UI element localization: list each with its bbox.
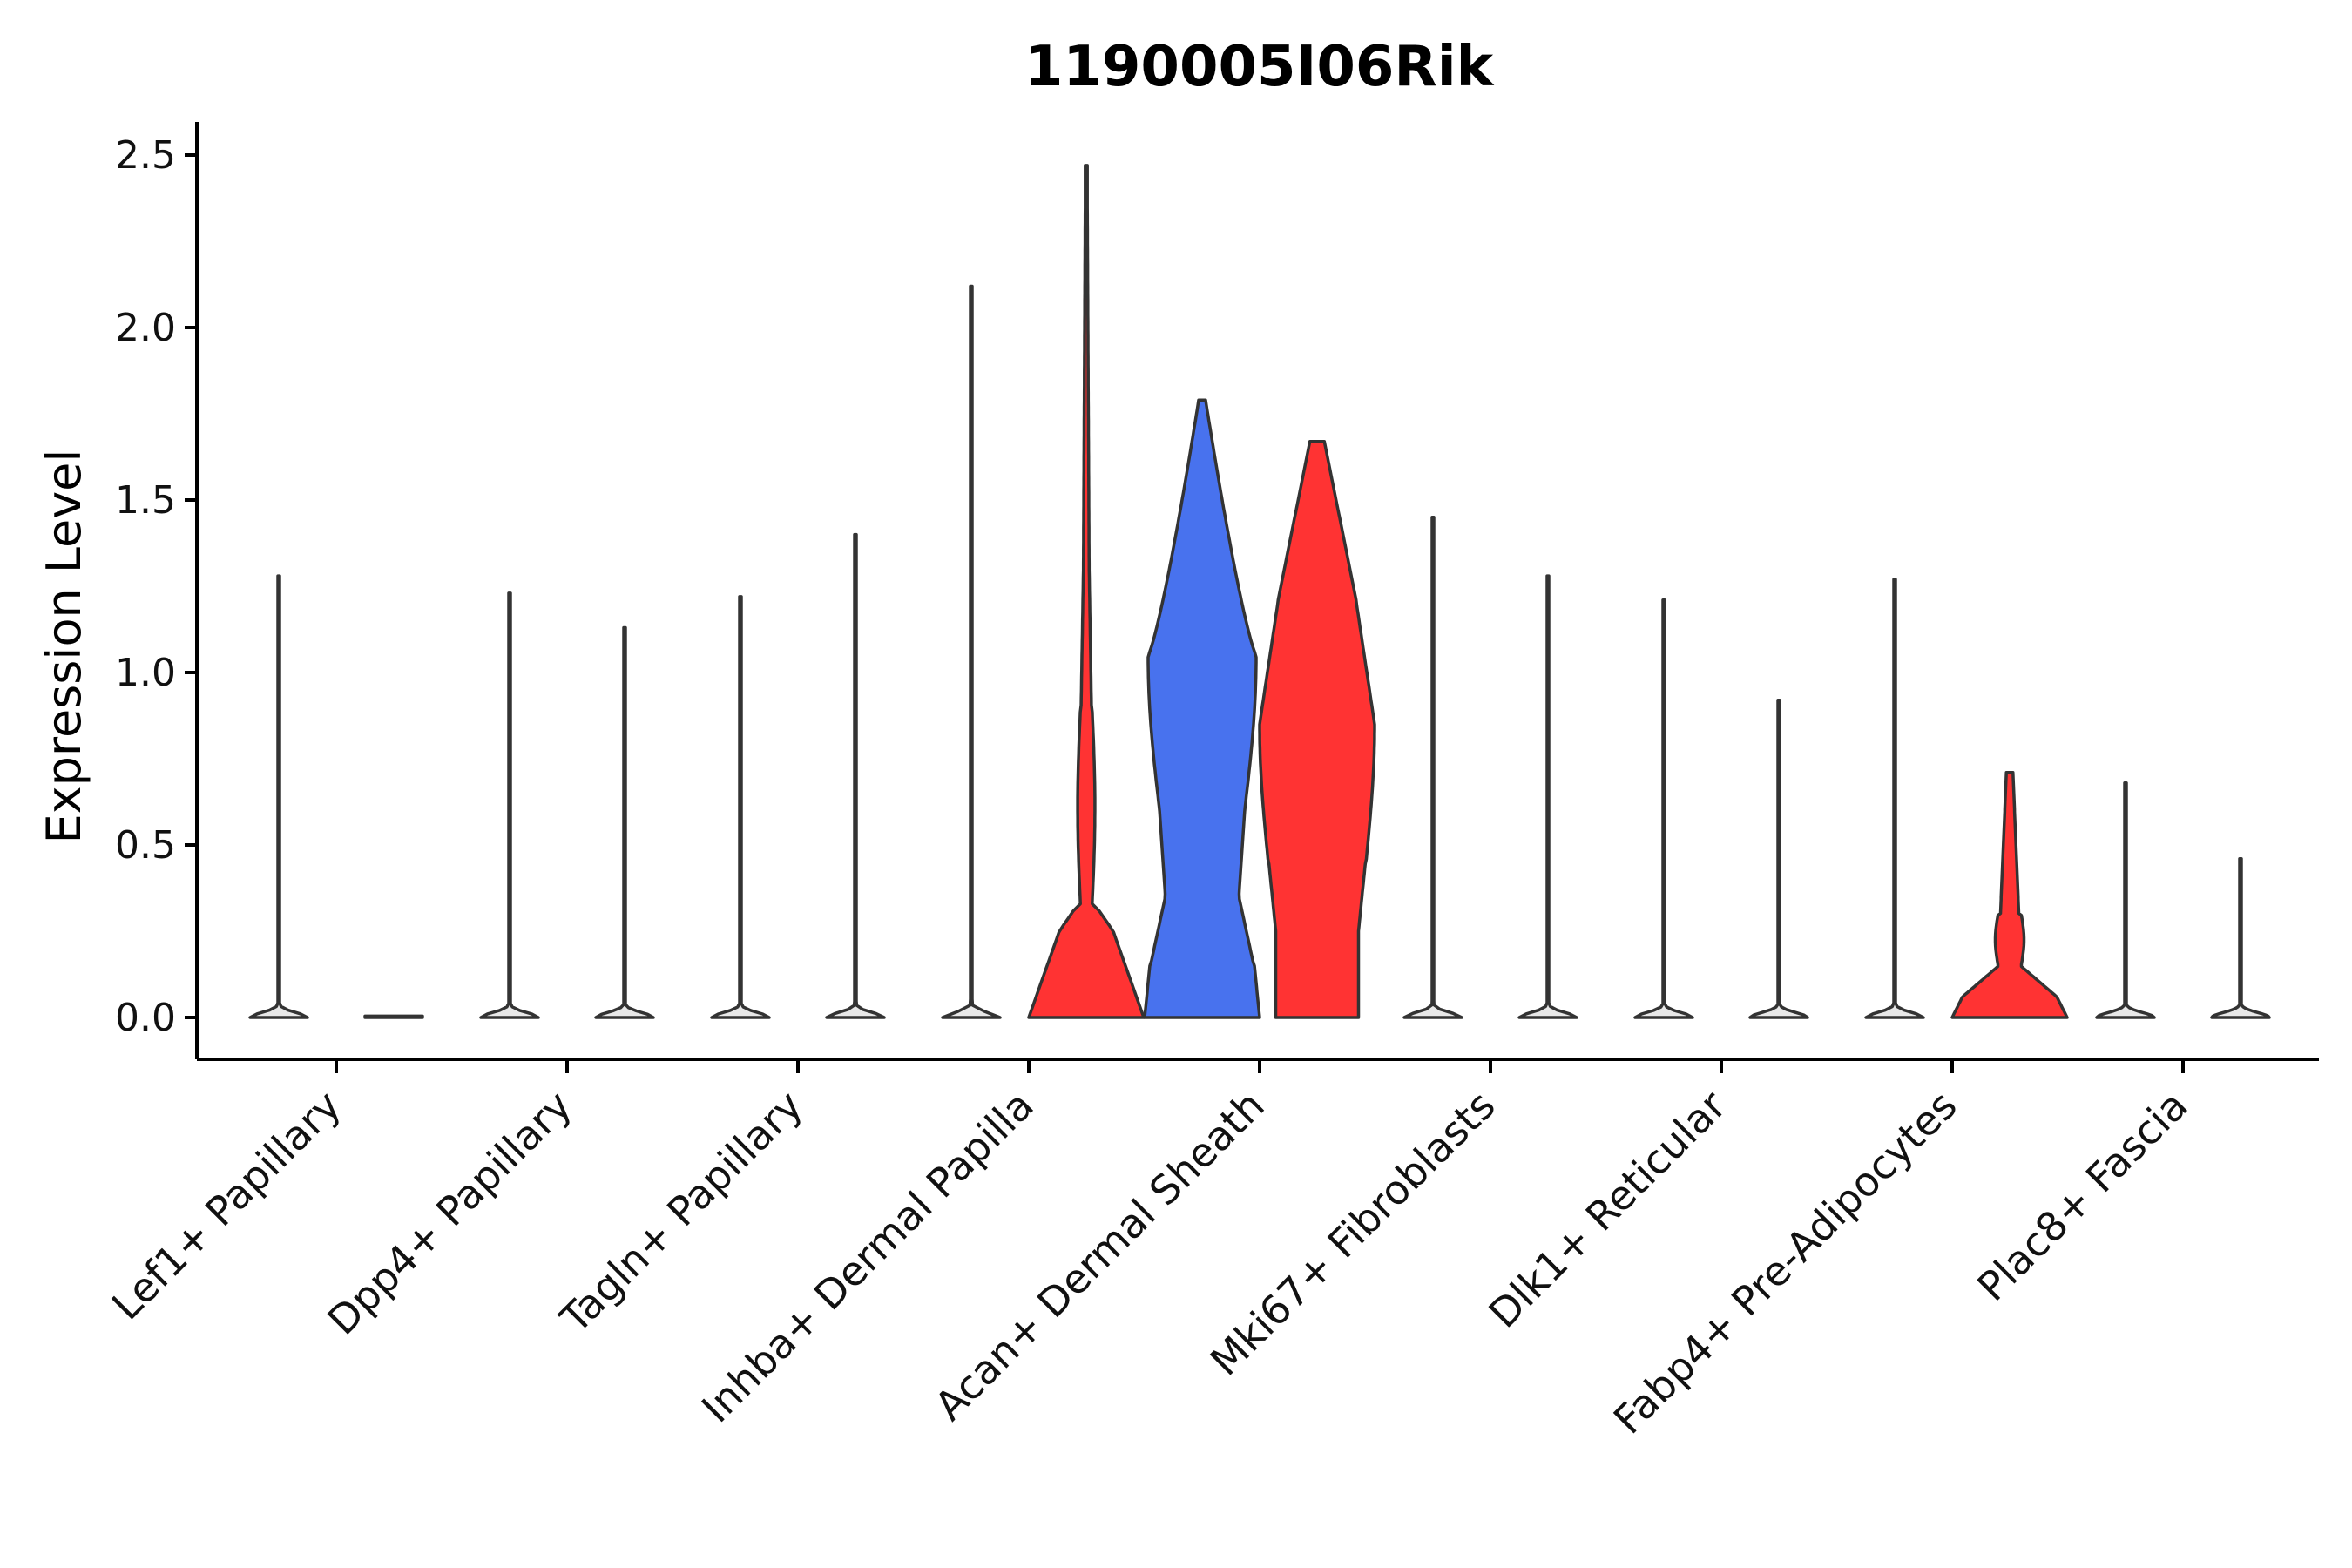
- violin-left: [1864, 578, 1925, 1019]
- violin-right: [1748, 698, 1809, 1019]
- violin-left: [479, 591, 540, 1019]
- x-category-label: Lef1+ Papillary: [103, 1082, 350, 1329]
- violin-left: [248, 574, 309, 1019]
- violin-left: [1402, 516, 1463, 1019]
- violin-right: [1950, 771, 2069, 1019]
- violins: [248, 164, 2271, 1019]
- violin-right: [363, 1014, 424, 1019]
- y-tick-label: 1.5: [115, 478, 176, 523]
- violin-right: [825, 532, 886, 1019]
- y-tick-label: 0.0: [115, 996, 176, 1040]
- violin-left: [941, 284, 1002, 1019]
- violin-right: [1027, 164, 1146, 1019]
- x-category-label: Dpp4+ Papillary: [319, 1082, 581, 1344]
- violin-right: [594, 625, 655, 1019]
- violin-right: [1258, 439, 1376, 1019]
- x-category-label: Tagln+ Papillary: [551, 1082, 812, 1343]
- chart-title: 1190005I06Rik: [1024, 35, 1495, 99]
- y-tick-label: 2.5: [115, 133, 176, 178]
- violin-left: [2095, 781, 2156, 1019]
- y-tick-label: 2.0: [115, 306, 176, 350]
- violin-left: [710, 595, 771, 1019]
- y-tick-label: 0.5: [115, 823, 176, 868]
- y-tick-label: 1.0: [115, 651, 176, 695]
- y-ticks: 0.0 0.5 1.0 1.5 2.0 2.5: [115, 133, 197, 1040]
- x-category-label: Dlk1+ Reticular: [1480, 1082, 1735, 1337]
- y-axis-label: Expression Level: [37, 449, 91, 844]
- x-category-label: Plac8+ Fascia: [1968, 1082, 2196, 1310]
- violin-left: [1143, 398, 1261, 1019]
- violin-left: [1633, 598, 1694, 1019]
- violin-right: [2210, 857, 2271, 1019]
- violin-right: [1517, 574, 1578, 1019]
